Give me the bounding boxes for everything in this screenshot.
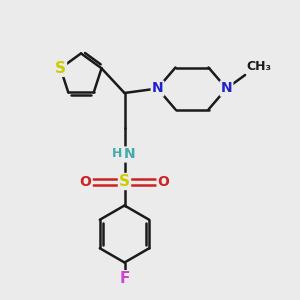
Text: S: S xyxy=(55,61,66,76)
Text: F: F xyxy=(119,271,130,286)
Text: CH₃: CH₃ xyxy=(247,60,272,73)
Text: O: O xyxy=(158,175,169,188)
Text: N: N xyxy=(124,148,136,161)
Text: N: N xyxy=(152,82,163,95)
Text: S: S xyxy=(119,174,130,189)
Text: O: O xyxy=(80,175,92,188)
Text: N: N xyxy=(221,82,232,95)
Text: H: H xyxy=(112,147,122,161)
